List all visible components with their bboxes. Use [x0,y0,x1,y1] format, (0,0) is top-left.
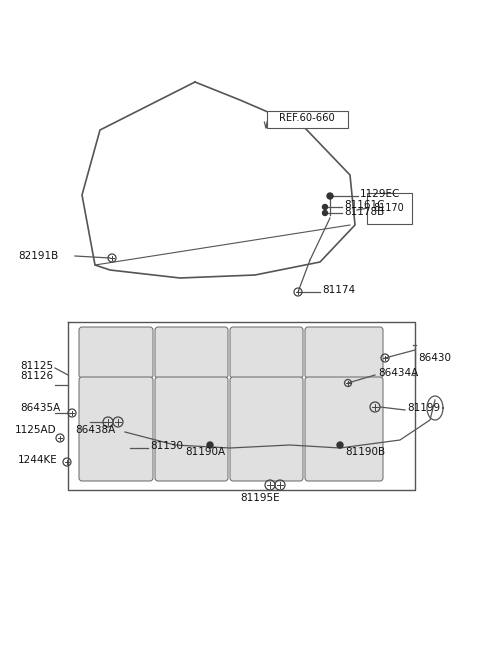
Text: 81178B: 81178B [344,207,384,217]
Text: 86430: 86430 [418,353,451,363]
Text: 81174: 81174 [322,285,355,295]
Circle shape [323,211,327,216]
Text: 81161C: 81161C [344,200,384,210]
FancyBboxPatch shape [266,110,348,127]
Text: 81190B: 81190B [345,447,385,457]
Text: 81199: 81199 [407,403,440,413]
Text: 81125: 81125 [20,361,53,371]
FancyBboxPatch shape [155,327,228,378]
Text: 82191B: 82191B [18,251,58,261]
FancyBboxPatch shape [305,377,383,481]
Text: 1125AD: 1125AD [15,425,57,435]
Text: 81170: 81170 [373,203,404,213]
Circle shape [207,442,213,448]
Text: 86435A: 86435A [20,403,60,413]
Circle shape [337,442,343,448]
FancyBboxPatch shape [367,192,411,224]
Text: 1244KE: 1244KE [18,455,58,465]
Text: 1129EC: 1129EC [360,189,400,199]
Text: 81195E: 81195E [240,493,280,503]
FancyBboxPatch shape [79,327,153,378]
Text: 81190A: 81190A [185,447,225,457]
FancyBboxPatch shape [230,377,303,481]
Text: 81130: 81130 [150,441,183,451]
Text: 86434A: 86434A [378,368,418,378]
Text: 81126: 81126 [20,371,53,381]
Circle shape [327,193,333,199]
FancyBboxPatch shape [79,377,153,481]
FancyBboxPatch shape [230,327,303,378]
FancyBboxPatch shape [305,327,383,378]
Circle shape [323,205,327,209]
Text: REF.60-660: REF.60-660 [279,113,335,123]
Text: 86438A: 86438A [75,425,115,435]
FancyBboxPatch shape [155,377,228,481]
